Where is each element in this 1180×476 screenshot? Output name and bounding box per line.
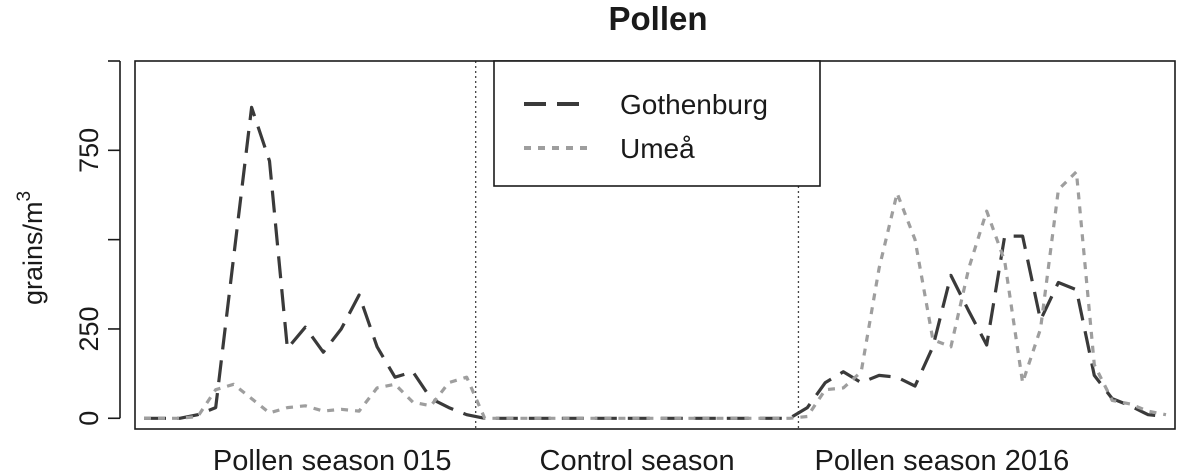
- x-group-label-0: Pollen season 015: [213, 445, 452, 476]
- y-axis-label-superscript: 3: [14, 191, 35, 202]
- x-group-label-2: Pollen season 2016: [815, 445, 1070, 476]
- y-axis: 0 250 750: [74, 60, 121, 426]
- x-group-label-1: Control season: [540, 445, 735, 476]
- series-line-gothenburg: [144, 105, 1167, 420]
- y-axis-label: grains/m3: [14, 191, 48, 305]
- y-tick-label-0: 0: [74, 411, 104, 426]
- legend-box: [493, 60, 821, 187]
- x-axis: Pollen season 015 Control season Pollen se…: [213, 445, 1069, 476]
- legend: Gothenburg Umeå: [493, 60, 821, 187]
- legend-label-gothenburg: Gothenburg: [620, 89, 768, 120]
- legend-label-umea: Umeå: [620, 133, 695, 164]
- y-tick-label-750: 750: [74, 128, 104, 173]
- svg-text:grains/m3: grains/m3: [14, 191, 48, 305]
- y-axis-label-text: grains/m: [18, 202, 48, 306]
- y-tick-label-250: 250: [74, 306, 104, 351]
- chart-title: Pollen: [608, 0, 707, 37]
- series-layer: [144, 105, 1167, 420]
- series-line-umea: [144, 170, 1167, 420]
